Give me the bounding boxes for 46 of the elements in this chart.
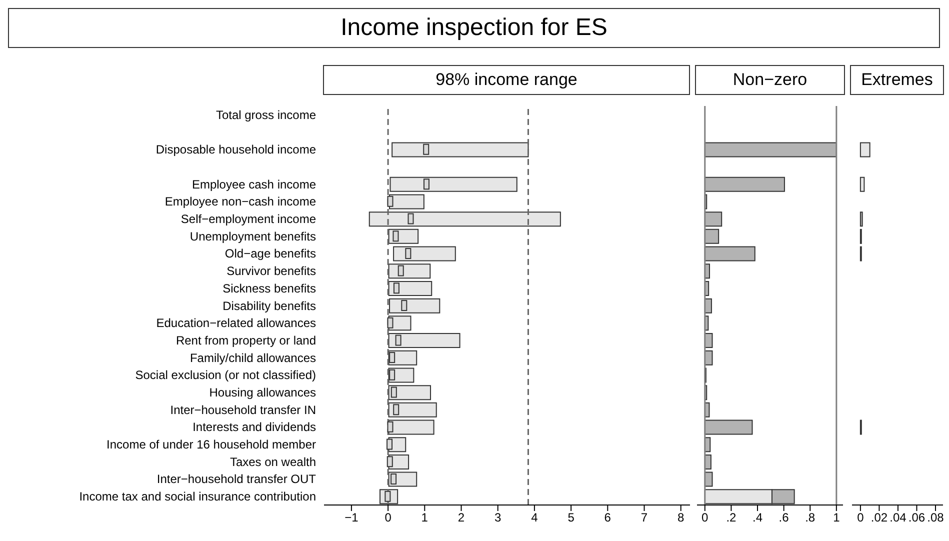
x-tick-label: .4: [752, 510, 763, 525]
chart-title: Non−zero: [695, 65, 845, 95]
x-tick-label: .2: [726, 510, 737, 525]
x-tick-label: 3: [494, 510, 502, 525]
y-tick-label: Social exclusion (or not classified): [135, 368, 316, 382]
x-tick-label: 5: [568, 510, 575, 525]
y-tick-label: Taxes on wealth: [230, 454, 316, 469]
y-tick-label: Education−related allowances: [156, 316, 316, 330]
y-tick-label: Income of under 16 household member: [106, 438, 316, 452]
y-tick-label: Survivor benefits: [226, 264, 316, 278]
y-tick-label: Employee cash income: [192, 177, 316, 192]
x-tick-label: .02: [870, 510, 888, 525]
y-tick-label: Income tax and social insurance contribution: [79, 490, 316, 504]
y-tick-label: Employee non−cash income: [164, 194, 316, 209]
y-tick-label: Old−age benefits: [224, 246, 316, 261]
x-tick-label: .08: [927, 510, 944, 525]
x-tick-label: .06: [908, 510, 926, 525]
x-tick-label: 4: [531, 510, 538, 525]
chart-title: Extremes: [850, 65, 944, 95]
x-tick-label: 1: [833, 510, 840, 525]
y-tick-label: Family/child allowances: [190, 350, 316, 365]
y-tick-label: Self−employment income: [180, 212, 316, 226]
x-tick-label: 2: [458, 510, 465, 525]
y-tick-label: Rent from property or land: [176, 333, 316, 348]
y-tick-label: Unemployment benefits: [190, 229, 316, 244]
chart-subtitle: 98% income range: [323, 65, 690, 95]
y-tick-label: Sickness benefits: [222, 281, 316, 296]
y-tick-label: Total gross income: [216, 108, 316, 122]
x-tick-label: .04: [890, 510, 907, 525]
y-tick-label: Inter−household transfer OUT: [156, 472, 317, 486]
y-tick-label: Disability benefits: [222, 298, 316, 313]
y-tick-label: Disposable household income: [156, 142, 316, 157]
x-tick-label: 7: [640, 510, 648, 525]
x-tick-label: .6: [778, 510, 790, 525]
y-tick-label: Inter−household transfer IN: [170, 402, 316, 417]
x-tick-label: 6: [604, 510, 612, 525]
x-tick-label: 8: [678, 510, 685, 525]
x-tick-label: −1: [344, 510, 359, 525]
y-tick-label: Interests and dividends: [192, 420, 316, 434]
x-tick-label: 0: [384, 510, 392, 525]
x-tick-label: 1: [421, 510, 428, 525]
y-tick-label: Housing allowances: [209, 386, 316, 400]
x-tick-label: .8: [805, 510, 816, 525]
x-tick-label: 0: [702, 510, 709, 525]
x-tick-label: 0: [857, 510, 864, 525]
chart-title: Income inspection for ES: [8, 8, 940, 48]
